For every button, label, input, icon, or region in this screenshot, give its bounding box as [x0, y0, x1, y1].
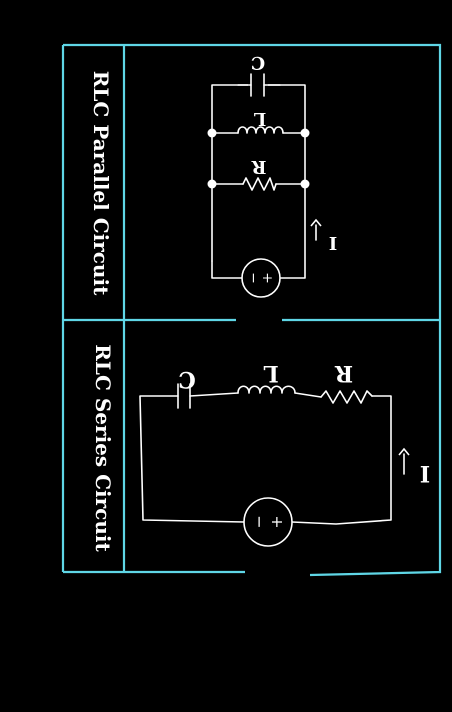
- series-wire-mid-2: [294, 392, 322, 398]
- parallel-junction-2: [300, 179, 310, 189]
- series-wire-loop: [139, 395, 245, 523]
- parallel-current-label: I: [329, 232, 337, 253]
- svg-text:+: +: [268, 515, 287, 528]
- parallel-wire-left: [211, 84, 306, 279]
- series-capacitor: [177, 383, 191, 409]
- parallel-current-arrow: [310, 218, 322, 241]
- series-current-label: I: [420, 460, 430, 486]
- parallel-junction-3: [207, 128, 217, 138]
- parallel-wire-bottom: [211, 260, 243, 279]
- parallel-capacitor: [237, 73, 281, 97]
- parallel-circuit: C R L − + I: [207, 52, 337, 298]
- series-circuit-title: RLC Series Circuit: [91, 344, 115, 552]
- series-voltage-source: − +: [243, 497, 293, 547]
- parallel-resistor-label: R: [250, 156, 266, 177]
- series-resistor: [320, 390, 373, 404]
- series-title-cell: RLC Series Circuit: [91, 344, 115, 552]
- parallel-title-cell: RLC Parallel Circuit: [89, 71, 113, 296]
- series-wire-right: [291, 395, 392, 525]
- parallel-inductor-label: L: [253, 108, 266, 129]
- series-current-arrow: [398, 447, 410, 475]
- series-wire-mid-1: [189, 392, 239, 397]
- parallel-inductor: [237, 126, 284, 134]
- series-circuit: C L R − + I: [139, 360, 430, 547]
- svg-text:+: +: [259, 272, 275, 284]
- parallel-capacitor-label: C: [251, 52, 265, 73]
- series-inductor-label: L: [263, 360, 278, 386]
- svg-text:−: −: [245, 272, 261, 284]
- series-inductor: [237, 385, 296, 394]
- parallel-resistor: [242, 177, 277, 191]
- series-capacitor-label: C: [178, 366, 196, 392]
- parallel-voltage-source: − +: [241, 258, 281, 298]
- svg-text:−: −: [250, 515, 269, 528]
- parallel-circuit-title: RLC Parallel Circuit: [89, 71, 113, 296]
- parallel-junction-1: [207, 179, 217, 189]
- diagram-frame: [61, 43, 442, 577]
- series-resistor-label: R: [334, 360, 353, 386]
- parallel-junction-4: [300, 128, 310, 138]
